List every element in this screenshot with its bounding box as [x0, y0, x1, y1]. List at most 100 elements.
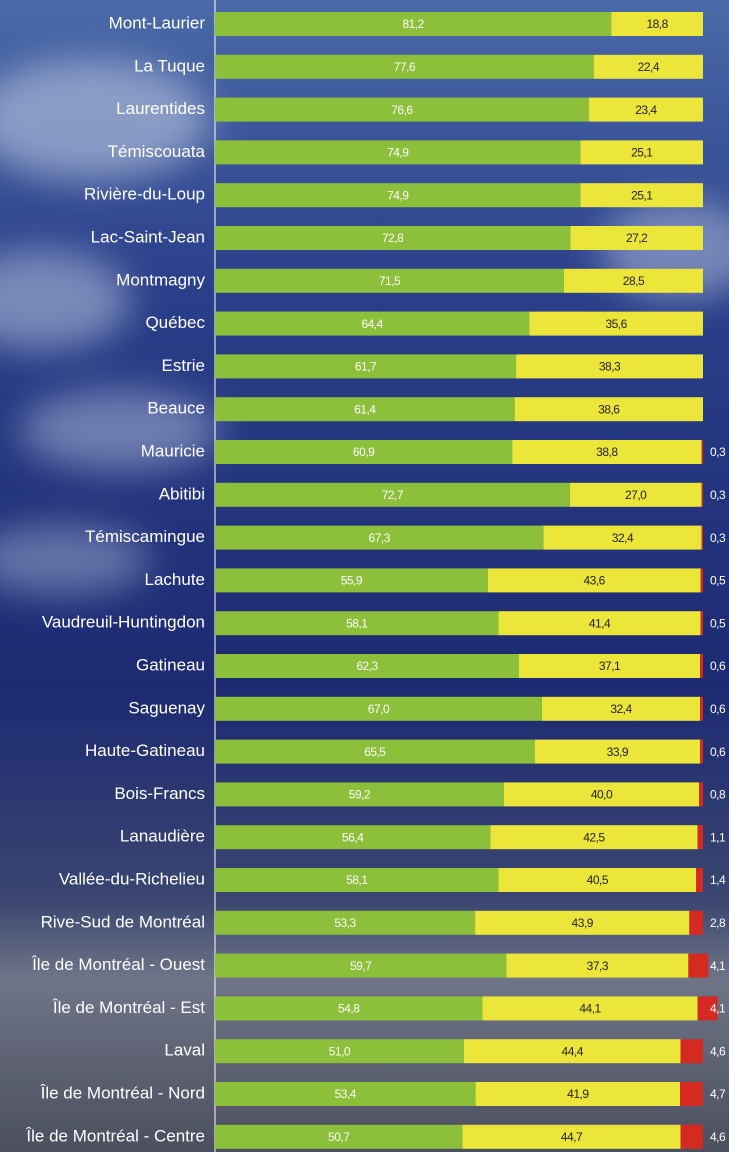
bar-segment	[215, 482, 570, 507]
value-label: 74,9	[387, 146, 409, 160]
bar-segment	[215, 397, 515, 422]
bar-segment	[506, 953, 689, 978]
bar-segment	[215, 1082, 476, 1106]
bar-segment	[611, 12, 703, 36]
bar-segment	[569, 482, 702, 507]
value-label: 35,6	[605, 317, 627, 331]
value-label: 44,7	[561, 1130, 583, 1144]
value-label: 25,1	[631, 146, 653, 160]
bar-segment	[215, 953, 507, 978]
value-label: 58,1	[346, 873, 368, 887]
bar-segment	[215, 654, 520, 678]
bar-segment	[701, 525, 703, 550]
value-label: 4,7	[710, 1087, 726, 1101]
category-label: Saguenay	[128, 698, 205, 717]
bar-segment	[688, 953, 709, 978]
bar-segment	[699, 782, 703, 807]
bar-segment	[700, 611, 703, 636]
bar-segment	[512, 440, 702, 464]
category-label: Lac-Saint-Jean	[91, 227, 205, 246]
category-label: Île de Montréal - Ouest	[31, 955, 205, 974]
bar-segment	[215, 226, 571, 250]
value-label: 28,5	[623, 274, 645, 288]
bar-segment	[580, 140, 703, 165]
bar-segment	[215, 140, 581, 165]
bar-segment	[680, 1082, 703, 1106]
category-label: Île de Montréal - Nord	[40, 1083, 205, 1102]
value-label: 43,6	[583, 574, 605, 588]
bar-segment	[689, 910, 703, 935]
value-label: 0,6	[710, 659, 726, 673]
value-label: 22,4	[638, 60, 660, 74]
category-label: Québec	[145, 313, 205, 332]
bar-segment	[563, 268, 703, 293]
value-label: 44,4	[562, 1044, 584, 1058]
value-label: 59,7	[350, 959, 372, 973]
value-label: 60,9	[353, 445, 375, 459]
value-label: 77,6	[394, 60, 416, 74]
value-label: 1,4	[710, 873, 726, 887]
category-label: Vaudreuil-Huntingdon	[42, 613, 205, 632]
bar-segment	[696, 868, 703, 892]
bar-segment	[475, 910, 690, 935]
bar-segment	[215, 97, 589, 122]
value-label: 4,1	[710, 959, 726, 973]
bar-segment	[215, 54, 594, 79]
bar-segment	[215, 183, 581, 208]
value-label: 25,1	[631, 188, 653, 202]
bar-segment	[697, 996, 718, 1021]
value-label: 61,4	[354, 402, 376, 416]
value-label: 4,6	[710, 1130, 726, 1144]
value-label: 72,8	[382, 231, 404, 245]
bar-segment	[541, 696, 701, 721]
bar-segment	[701, 482, 703, 507]
value-label: 61,7	[355, 360, 377, 374]
category-label: Lachute	[145, 570, 206, 589]
value-label: 38,8	[596, 445, 618, 459]
bar-segment	[215, 825, 491, 850]
bar-segment	[543, 525, 702, 550]
value-label: 40,5	[587, 873, 609, 887]
value-label: 2,8	[710, 916, 726, 930]
value-label: 4,1	[710, 1002, 726, 1016]
value-label: 55,9	[341, 574, 363, 588]
bar-segment	[593, 54, 703, 79]
value-label: 74,9	[387, 188, 409, 202]
value-label: 41,9	[567, 1087, 589, 1101]
category-label: Témiscouata	[108, 142, 206, 161]
category-label: Vallée-du-Richelieu	[59, 869, 205, 888]
bar-segment	[215, 440, 513, 464]
value-label: 0,5	[710, 616, 726, 630]
value-label: 18,8	[646, 17, 668, 31]
bar-segment	[215, 311, 530, 336]
value-label: 0,6	[710, 702, 726, 716]
value-label: 42,5	[583, 830, 605, 844]
value-label: 0,3	[710, 488, 726, 502]
value-label: 67,0	[368, 702, 390, 716]
bar-segment	[215, 996, 483, 1021]
bar-segment	[215, 910, 476, 935]
value-label: 41,4	[589, 616, 611, 630]
category-label: Mauricie	[141, 441, 205, 460]
value-label: 0,3	[710, 531, 726, 545]
category-label: Lanaudière	[120, 827, 205, 846]
bar-segment	[215, 1039, 464, 1064]
value-label: 51,0	[329, 1044, 351, 1058]
bar-segment	[462, 1124, 681, 1149]
value-label: 0,8	[710, 788, 726, 802]
value-label: 37,1	[599, 659, 621, 673]
bar-segment	[680, 1039, 703, 1064]
bar-segment	[700, 696, 703, 721]
bar-segment	[701, 440, 703, 464]
category-label: Haute-Gatineau	[85, 741, 205, 760]
bar-segment	[529, 311, 703, 336]
bar-segment	[215, 611, 499, 636]
bar-segment	[475, 1082, 681, 1106]
value-label: 67,3	[369, 531, 391, 545]
category-label: Laval	[164, 1041, 205, 1060]
bar-segment	[700, 654, 703, 678]
bar-segment	[514, 397, 703, 422]
bar-segment	[215, 782, 504, 807]
value-label: 0,6	[710, 745, 726, 759]
value-label: 0,5	[710, 574, 726, 588]
